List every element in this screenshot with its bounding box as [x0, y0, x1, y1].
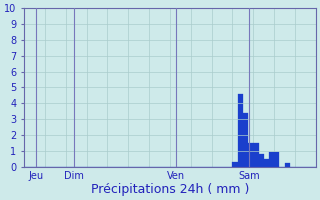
Bar [269, 152, 274, 167]
Bar [248, 143, 253, 167]
Bar [238, 94, 243, 167]
Bar [253, 143, 259, 167]
Bar [274, 152, 279, 167]
Bar [243, 113, 248, 167]
Bar [264, 159, 269, 167]
Bar [259, 154, 264, 167]
Bar [284, 163, 290, 167]
Bar [232, 162, 238, 167]
X-axis label: Précipitations 24h ( mm ): Précipitations 24h ( mm ) [91, 183, 249, 196]
